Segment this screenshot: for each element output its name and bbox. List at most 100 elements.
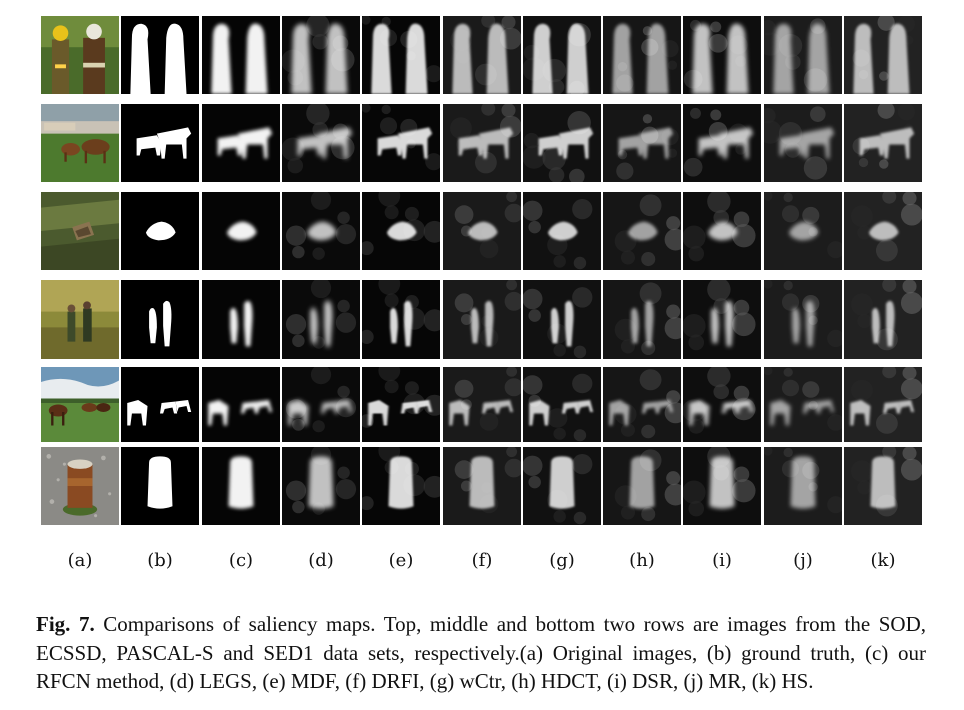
saliency-tile-horses-field-i <box>683 104 761 182</box>
saliency-tile-can-gravel-d <box>282 447 360 525</box>
saliency-map <box>523 104 601 182</box>
saliency-map <box>683 104 761 182</box>
saliency-map <box>683 447 761 525</box>
column-label-k: (k) <box>870 550 896 571</box>
saliency-tile-two-people-j <box>764 280 842 359</box>
saliency-tile-horses-field-c <box>202 104 280 182</box>
saliency-tile-firefighters-c <box>202 16 280 94</box>
saliency-map <box>282 447 360 525</box>
ground-truth-map <box>121 280 199 359</box>
saliency-map <box>844 192 922 270</box>
ground-truth-map <box>121 447 199 525</box>
saliency-map <box>443 447 521 525</box>
saliency-tile-two-people-c <box>202 280 280 359</box>
saliency-map <box>523 447 601 525</box>
saliency-map <box>202 16 280 94</box>
saliency-tile-firefighters-e <box>362 16 440 94</box>
saliency-tile-bird-grass-k <box>844 192 922 270</box>
saliency-map <box>202 367 280 442</box>
saliency-map <box>362 16 440 94</box>
saliency-tile-firefighters-a <box>41 16 119 94</box>
saliency-tile-two-people-a <box>41 280 119 359</box>
saliency-tile-horses-field-e <box>362 104 440 182</box>
figure-number-label: Fig. 7. <box>36 612 95 636</box>
saliency-map <box>282 192 360 270</box>
saliency-tile-firefighters-g <box>523 16 601 94</box>
column-label-d: (d) <box>308 550 334 571</box>
saliency-map <box>202 447 280 525</box>
figure-caption: Fig. 7. Comparisons of saliency maps. To… <box>36 610 926 696</box>
saliency-map <box>362 192 440 270</box>
saliency-map <box>603 447 681 525</box>
saliency-tile-horses-field-j <box>764 104 842 182</box>
saliency-map <box>443 367 521 442</box>
saliency-map <box>202 280 280 359</box>
column-label-i: (i) <box>712 550 732 571</box>
saliency-tile-two-people-h <box>603 280 681 359</box>
saliency-tile-can-gravel-f <box>443 447 521 525</box>
saliency-map-grid <box>41 16 922 531</box>
saliency-map <box>282 104 360 182</box>
saliency-map <box>362 104 440 182</box>
saliency-map <box>683 280 761 359</box>
ground-truth-map <box>121 192 199 270</box>
original-image <box>41 16 119 94</box>
saliency-map <box>443 16 521 94</box>
saliency-tile-horses-field-k <box>844 104 922 182</box>
saliency-map <box>603 16 681 94</box>
saliency-tile-horses-sky-a <box>41 367 119 442</box>
saliency-tile-two-people-f <box>443 280 521 359</box>
saliency-tile-can-gravel-k <box>844 447 922 525</box>
saliency-map <box>523 367 601 442</box>
saliency-tile-horses-field-a <box>41 104 119 182</box>
saliency-tile-horses-sky-g <box>523 367 601 442</box>
saliency-tile-bird-grass-h <box>603 192 681 270</box>
saliency-tile-firefighters-h <box>603 16 681 94</box>
saliency-map <box>844 104 922 182</box>
saliency-tile-horses-sky-f <box>443 367 521 442</box>
saliency-map <box>443 192 521 270</box>
saliency-map <box>523 192 601 270</box>
saliency-tile-can-gravel-b <box>121 447 199 525</box>
ground-truth-map <box>121 16 199 94</box>
saliency-map <box>282 16 360 94</box>
saliency-tile-bird-grass-b <box>121 192 199 270</box>
original-image <box>41 447 119 525</box>
saliency-map <box>844 447 922 525</box>
saliency-map <box>603 104 681 182</box>
column-label-h: (h) <box>629 550 655 571</box>
saliency-map <box>764 16 842 94</box>
saliency-map <box>523 280 601 359</box>
saliency-tile-bird-grass-a <box>41 192 119 270</box>
saliency-tile-horses-field-g <box>523 104 601 182</box>
saliency-tile-can-gravel-a <box>41 447 119 525</box>
saliency-map <box>282 280 360 359</box>
saliency-tile-bird-grass-d <box>282 192 360 270</box>
original-image <box>41 104 119 182</box>
saliency-map <box>523 16 601 94</box>
saliency-tile-can-gravel-e <box>362 447 440 525</box>
saliency-tile-horses-field-h <box>603 104 681 182</box>
saliency-map <box>282 367 360 442</box>
column-label-c: (c) <box>228 550 254 571</box>
saliency-tile-can-gravel-c <box>202 447 280 525</box>
saliency-tile-firefighters-d <box>282 16 360 94</box>
saliency-tile-horses-field-b <box>121 104 199 182</box>
ground-truth-map <box>121 367 199 442</box>
saliency-tile-horses-sky-j <box>764 367 842 442</box>
saliency-tile-horses-sky-h <box>603 367 681 442</box>
saliency-map <box>764 367 842 442</box>
saliency-tile-horses-sky-c <box>202 367 280 442</box>
saliency-map <box>844 16 922 94</box>
column-label-j: (j) <box>793 550 813 571</box>
saliency-map <box>683 192 761 270</box>
saliency-map <box>443 280 521 359</box>
saliency-tile-horses-sky-d <box>282 367 360 442</box>
saliency-map <box>362 447 440 525</box>
saliency-map <box>202 192 280 270</box>
original-image <box>41 192 119 270</box>
saliency-tile-can-gravel-j <box>764 447 842 525</box>
saliency-map <box>764 280 842 359</box>
saliency-tile-bird-grass-i <box>683 192 761 270</box>
saliency-tile-can-gravel-g <box>523 447 601 525</box>
